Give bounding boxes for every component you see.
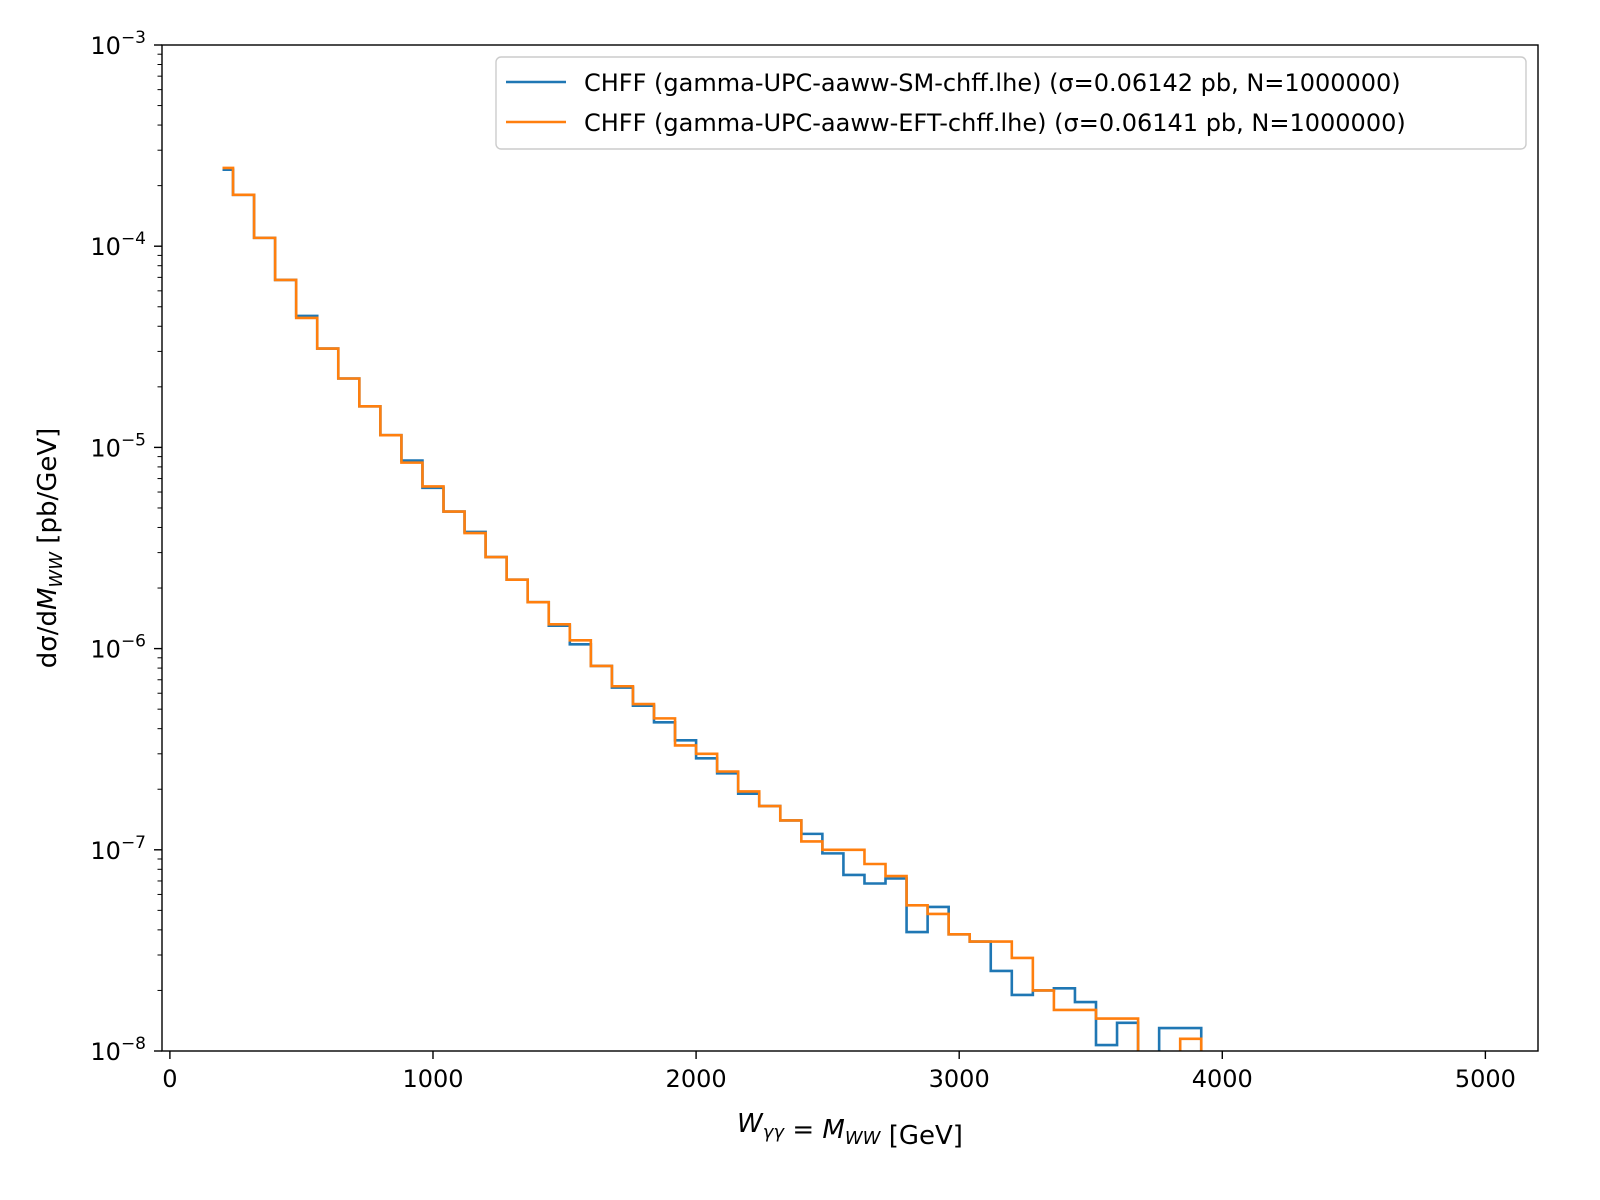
y-tick-label: 10−6	[90, 632, 146, 664]
legend: CHFF (gamma-UPC-aaww-SM-chff.lhe) (σ=0.0…	[495, 56, 1527, 150]
y-tick-label: 10−8	[90, 1034, 146, 1066]
x-axis: 0 1000 2000 3000 4000 5000	[162, 1051, 1516, 1093]
x-axis-label: Wγγ = MWW [GeV]	[737, 1109, 963, 1151]
plot-area-frame	[161, 44, 1539, 1052]
y-tick-label: 10−5	[90, 430, 146, 462]
series-line-sm	[222, 168, 1203, 1051]
x-tick-label: 5000	[1455, 1065, 1516, 1093]
x-tick-label: 0	[162, 1065, 177, 1093]
x-tick-label: 4000	[1192, 1065, 1253, 1093]
legend-label: CHFF (gamma-UPC-aaww-EFT-chff.lhe) (σ=0.…	[584, 109, 1406, 137]
y-axis-label: dσ/dMWW [pb/GeV]	[33, 428, 67, 669]
legend-label: CHFF (gamma-UPC-aaww-SM-chff.lhe) (σ=0.0…	[584, 69, 1401, 97]
y-tick-label: 10−3	[90, 28, 146, 60]
series-line-eft	[222, 166, 1203, 1051]
y-tick-label: 10−4	[90, 229, 146, 261]
series-layer	[222, 166, 1203, 1051]
x-tick-label: 2000	[666, 1065, 727, 1093]
x-tick-label: 1000	[402, 1065, 463, 1093]
x-tick-label: 3000	[929, 1065, 990, 1093]
legend-frame	[495, 56, 1527, 150]
y-axis: 10−8 10−7 10−6 10−5 10−4 10−3	[90, 28, 162, 1066]
y-tick-label: 10−7	[90, 833, 146, 865]
